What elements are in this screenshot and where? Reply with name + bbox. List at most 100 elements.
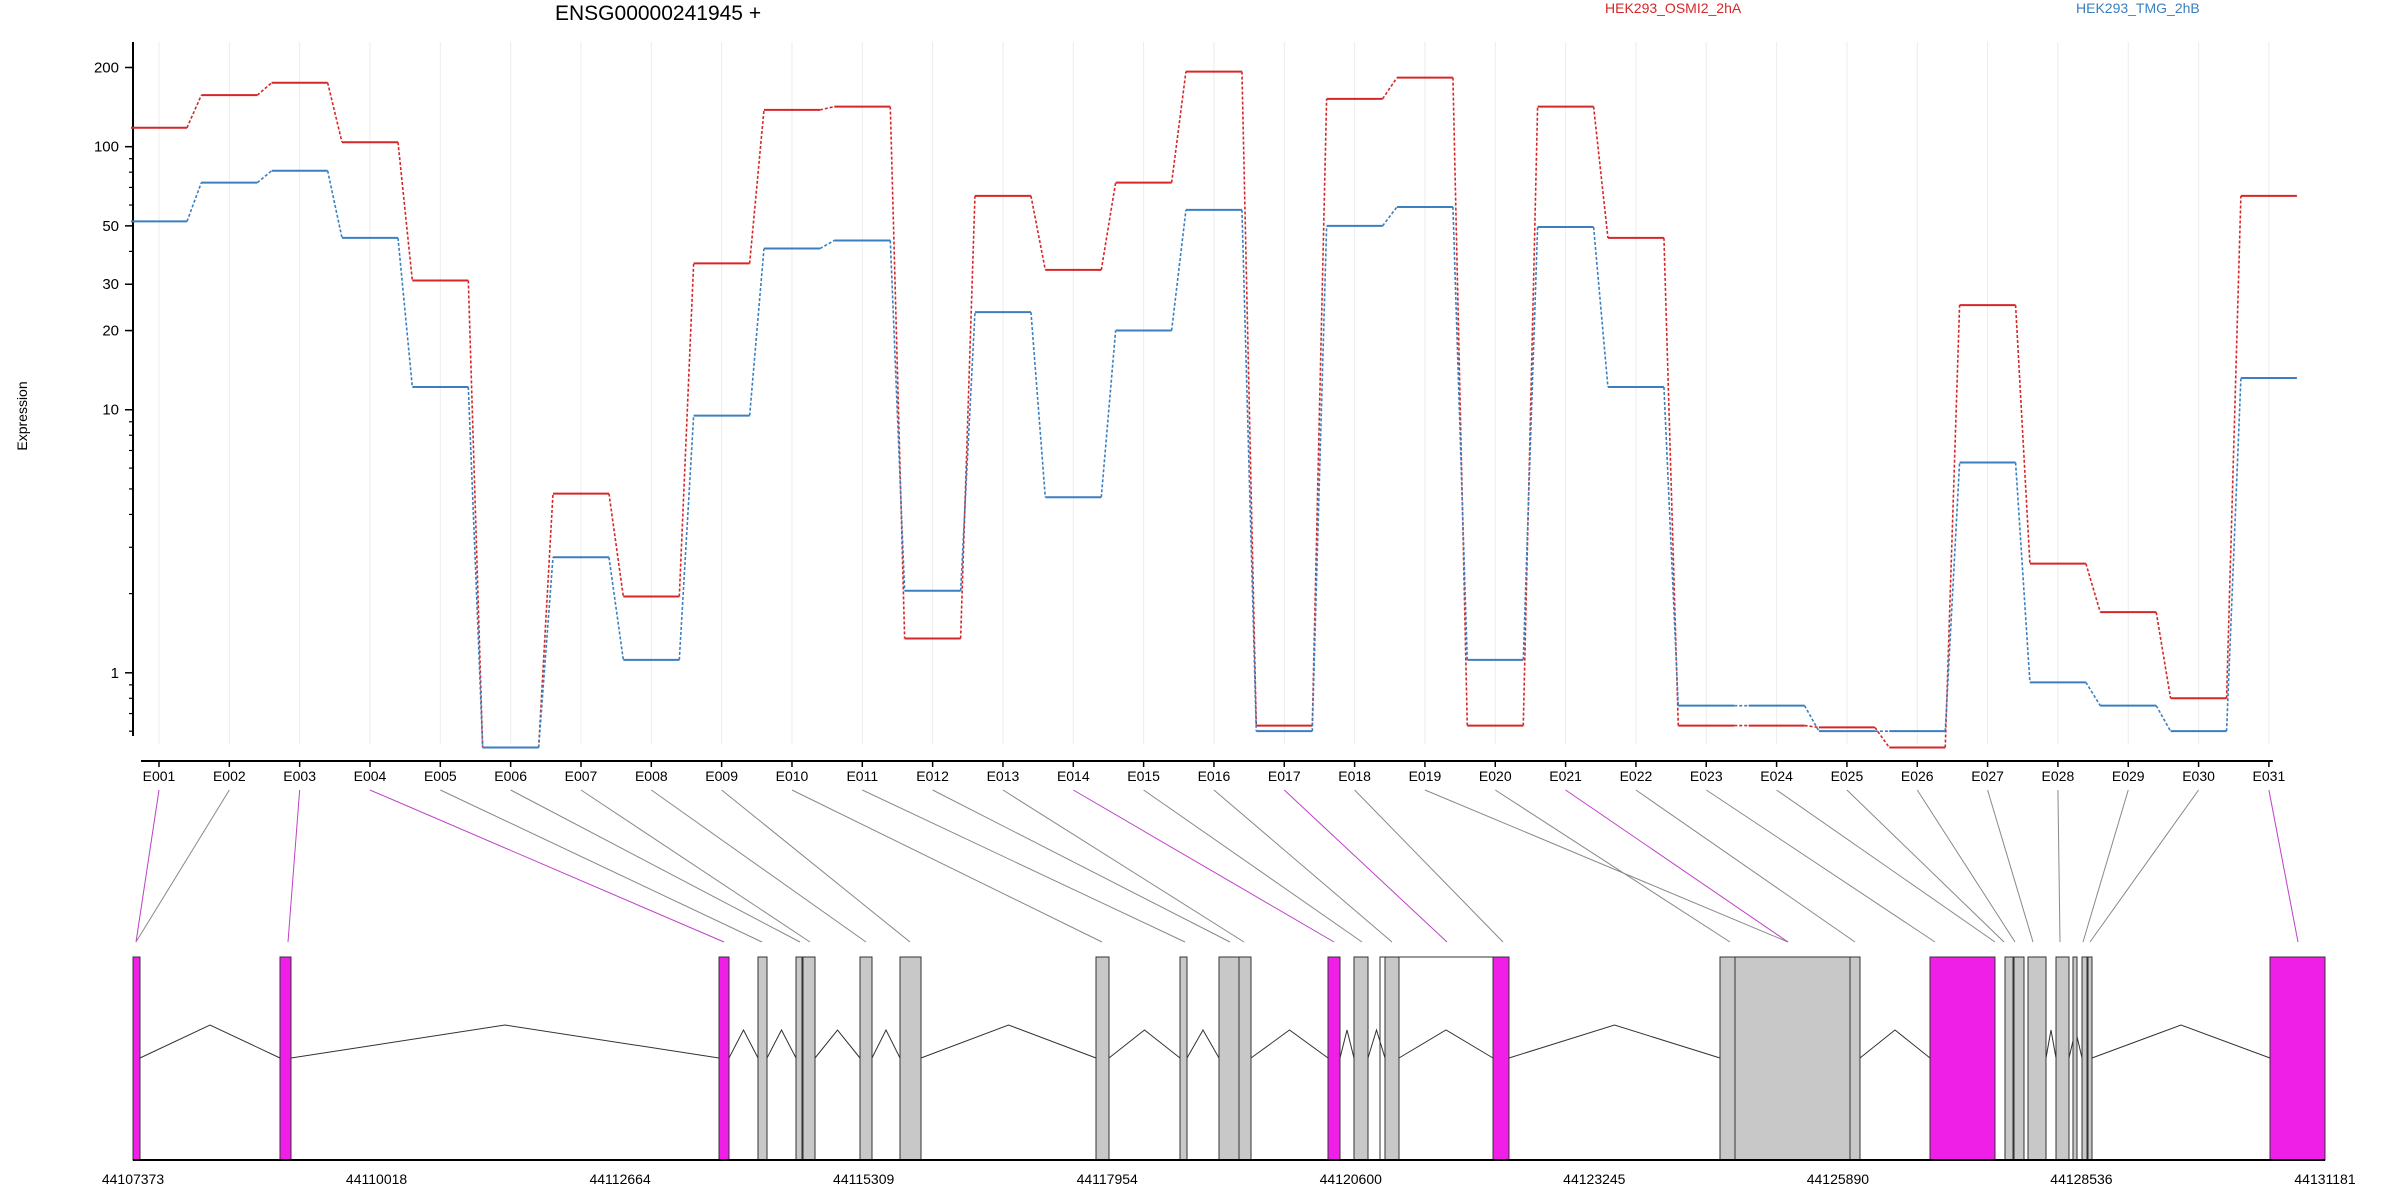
intron xyxy=(1859,1029,1931,1059)
connector-e003 xyxy=(287,789,301,943)
x-tick-label-e029: E029 xyxy=(2112,768,2145,784)
connector-e012 xyxy=(932,789,1231,943)
connector-e024 xyxy=(1776,789,1996,943)
connector-e025 xyxy=(1846,789,2005,943)
y-tick-label: 1 xyxy=(111,665,119,682)
series-connector xyxy=(959,312,976,591)
series-tmg xyxy=(131,169,2297,749)
series-connector xyxy=(1170,71,1187,183)
connector-e010 xyxy=(791,789,1103,943)
connector-e001 xyxy=(135,789,160,943)
x-tick-label-e015: E015 xyxy=(1127,768,1160,784)
x-tick-label-e023: E023 xyxy=(1690,768,1723,784)
series-connector xyxy=(1030,312,1047,498)
y-tick-label: 10 xyxy=(102,402,119,419)
connector-e029 xyxy=(2082,789,2129,943)
connector-e022 xyxy=(1635,789,1856,943)
connector-e026 xyxy=(1916,789,2016,943)
series-connector xyxy=(1452,77,1469,726)
series-connector xyxy=(397,142,414,281)
series-connector xyxy=(397,237,414,388)
exon-e021 xyxy=(1929,956,1996,1161)
intron xyxy=(814,1029,861,1059)
x-tick-label-e011: E011 xyxy=(846,768,878,784)
exon-e004 xyxy=(718,956,730,1161)
series-connector xyxy=(1100,182,1117,271)
x-tick-label-e026: E026 xyxy=(1901,768,1934,784)
connector-e020 xyxy=(1494,789,1731,943)
exon-e023 xyxy=(2004,956,2014,1161)
series-lines xyxy=(131,70,2297,749)
series-connector xyxy=(537,557,554,748)
intron xyxy=(1508,1024,1721,1059)
intron xyxy=(1339,1029,1355,1059)
exon-e012 xyxy=(1218,956,1241,1161)
series-connector xyxy=(186,182,203,222)
genome-axis: 44107373 44110018 44112664 44115309 44117954… xyxy=(102,1171,2356,1187)
series-connector xyxy=(326,170,343,239)
series-connector xyxy=(1381,77,1398,100)
intron xyxy=(2045,1029,2057,1059)
x-tick-label-e008: E008 xyxy=(635,768,668,784)
series-connector xyxy=(537,493,554,748)
intron xyxy=(728,1028,759,1059)
series-connector xyxy=(678,263,695,597)
x-tick-label-e022: E022 xyxy=(1620,768,1653,784)
intron xyxy=(871,1028,901,1059)
connector-e017 xyxy=(1283,789,1448,943)
genome-tick-label: 44115309 xyxy=(833,1171,894,1187)
x-tick-label-e031: E031 xyxy=(2253,768,2286,784)
x-tick-label-e007: E007 xyxy=(565,768,598,784)
x-tick-label-e003: E003 xyxy=(283,768,316,784)
exon-e005 xyxy=(757,956,768,1161)
x-tick-label-e028: E028 xyxy=(2042,768,2075,784)
series-connector xyxy=(889,240,906,591)
connector-e008 xyxy=(651,789,867,943)
genome-tick-label: 44112664 xyxy=(589,1171,650,1187)
series-connector xyxy=(1030,195,1047,271)
x-tick-label-e021: E021 xyxy=(1549,768,1582,784)
intron xyxy=(1186,1028,1220,1059)
connector-e015 xyxy=(1143,789,1363,943)
exon-e025 xyxy=(2027,956,2047,1161)
connector-e019 xyxy=(1424,789,1789,943)
intron xyxy=(1398,1029,1494,1059)
page-title: ENSG00000241945 + xyxy=(555,2,762,25)
x-tick-label-e012: E012 xyxy=(916,768,949,784)
exon-e027 xyxy=(2081,956,2088,1161)
x-tick-label-e025: E025 xyxy=(1831,768,1864,784)
series-connector xyxy=(2225,377,2242,732)
series-connector xyxy=(819,239,835,250)
series-connector xyxy=(959,195,976,639)
connector-e031 xyxy=(2268,789,2299,943)
series-connector xyxy=(889,106,906,639)
series-connector xyxy=(748,109,765,264)
intron xyxy=(1367,1028,1386,1059)
series-connector xyxy=(1874,726,1890,748)
exon-e024 xyxy=(2013,956,2025,1161)
series-connector xyxy=(1944,305,1961,748)
series-connector xyxy=(326,82,343,143)
connector-e018 xyxy=(1354,789,1504,943)
x-tick-label-e027: E027 xyxy=(1971,768,2004,784)
y-tick-label: 100 xyxy=(94,139,119,156)
series-connector xyxy=(1311,98,1328,726)
genome-tick-label: 44128536 xyxy=(2050,1171,2113,1187)
x-tick-label-e006: E006 xyxy=(494,768,527,784)
series-connector xyxy=(1452,206,1469,660)
grid-lines xyxy=(158,42,2270,744)
x-tick-label-e024: E024 xyxy=(1760,768,1793,784)
x-tick-label-e018: E018 xyxy=(1338,768,1371,784)
intron xyxy=(139,1024,281,1059)
connector-e023 xyxy=(1705,789,1936,943)
legend-entry-tmg: HEK293_TMG_2hB xyxy=(2076,0,2200,16)
exon-e014 xyxy=(1327,956,1341,1161)
exon-e013 xyxy=(1238,956,1252,1161)
connector-e016 xyxy=(1213,789,1393,943)
series-connector xyxy=(2225,195,2242,699)
exon-e029 xyxy=(2072,956,2078,1161)
connector-e028 xyxy=(2057,789,2061,943)
intron xyxy=(1250,1029,1329,1059)
exon-e018 xyxy=(1732,956,1851,1161)
intron xyxy=(766,1028,797,1059)
